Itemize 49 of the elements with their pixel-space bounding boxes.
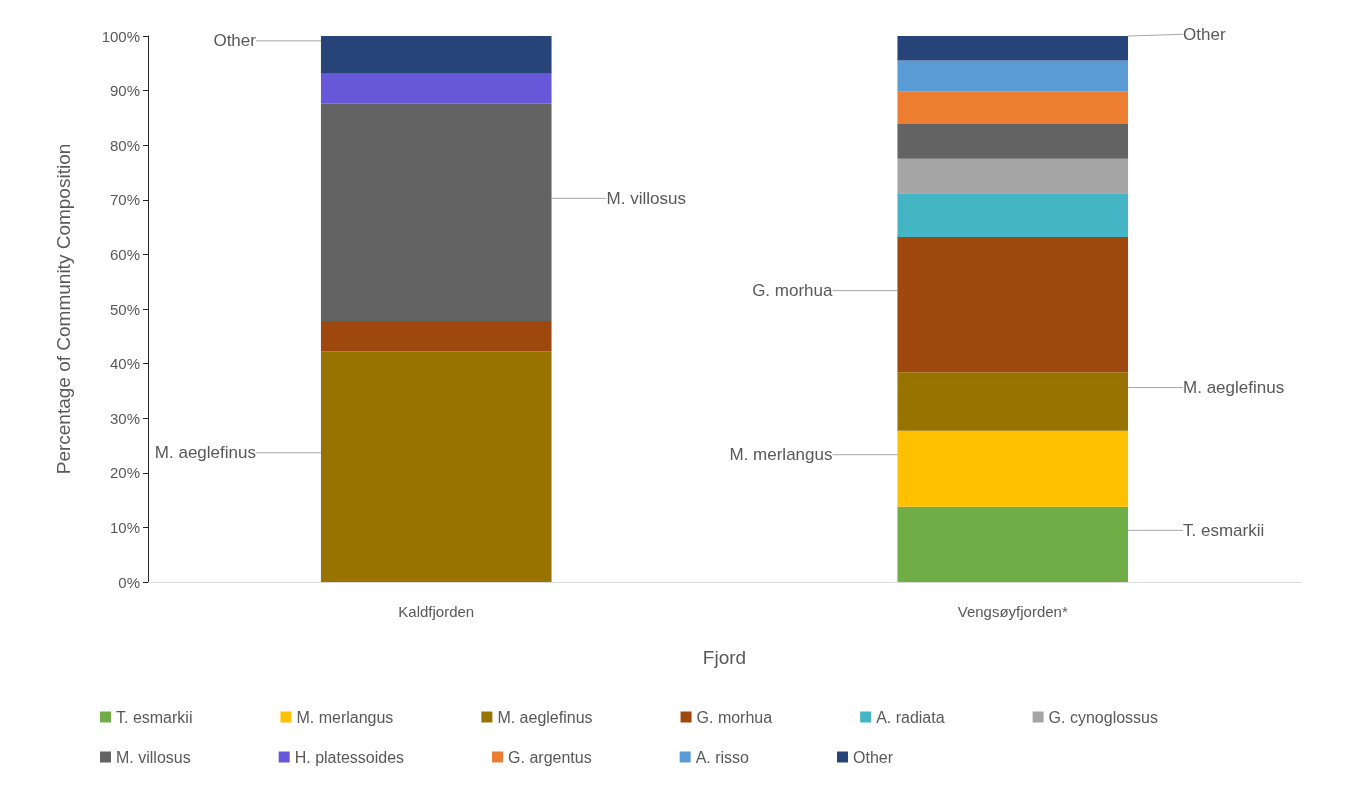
y-axis-title: Percentage of Community Composition [53,143,74,475]
data-label: M. villosus [606,188,686,208]
bar [897,36,1129,61]
legend-label: G. cynoglossus [1048,708,1158,726]
y-tick-label: 40% [109,355,140,373]
bar [320,321,552,352]
y-tick-label: 70% [109,191,140,209]
bar [897,91,1129,124]
legend-label: M. merlangus [296,708,394,726]
bar [320,103,552,322]
data-label: Other [1183,24,1226,44]
data-label: G. morhua [752,281,833,301]
legend-label: H. platessoides [294,748,405,766]
bar [897,193,1129,237]
y-tick-label: 10% [109,518,140,536]
x-tick-label: Vengsøyfjorden* [957,603,1068,620]
bar [320,351,552,582]
bar [897,430,1129,507]
legend-label: M. aeglefinus [497,708,593,726]
y-tick-label: 80% [109,136,140,154]
y-tick-label: 0% [118,573,140,591]
bar [897,123,1129,159]
legend-label: A. radiata [876,708,945,726]
legend-label: G. morhua [696,708,773,726]
bar [897,506,1129,582]
legend-label: G. argentus [508,748,592,766]
y-tick-label: 20% [109,464,140,482]
legend-label: T. esmarkii [116,708,193,726]
data-label: T. esmarkii [1183,520,1265,540]
y-tick-label: 50% [109,300,140,318]
bar [897,158,1129,194]
bar [320,73,552,104]
legend-label: M. villosus [116,748,191,766]
x-tick-label: Kaldfjorden [398,603,475,620]
legend-label: Other [853,748,894,766]
data-label: M. aeglefinus [1183,378,1285,398]
y-tick-label: 90% [109,82,140,100]
bar [897,372,1129,431]
data-label: M. aeglefinus [154,443,256,463]
x-axis-title: Fjord [702,647,747,668]
y-tick-label: 30% [109,409,140,427]
legend-label: A. risso [695,748,750,766]
bar [897,60,1129,92]
y-tick-label: 60% [109,245,140,263]
data-label: Other [213,31,257,51]
y-tick-label: 100% [101,27,140,45]
data-label: M. merlangus [729,445,833,465]
bar [897,236,1129,373]
bar [320,36,552,74]
